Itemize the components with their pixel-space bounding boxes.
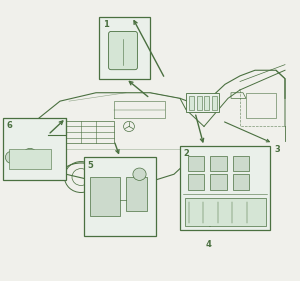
Bar (99, 17, 150, 79)
Circle shape (133, 168, 146, 180)
Bar (196, 96, 202, 110)
Text: 3: 3 (274, 145, 280, 154)
Text: 1: 1 (103, 20, 109, 29)
Circle shape (23, 148, 37, 161)
Text: 4: 4 (206, 240, 212, 249)
Bar (3, 118, 66, 180)
Bar (90, 177, 120, 216)
Text: 6: 6 (7, 121, 13, 130)
Bar (246, 93, 276, 118)
Bar (189, 96, 194, 110)
Circle shape (35, 154, 49, 166)
Bar (9, 149, 51, 169)
Bar (188, 174, 204, 190)
Bar (232, 174, 249, 190)
Text: 5: 5 (88, 161, 94, 170)
Bar (212, 96, 217, 110)
Bar (210, 156, 226, 171)
Bar (184, 198, 266, 226)
Bar (210, 174, 226, 190)
Bar (204, 96, 209, 110)
Bar (84, 157, 156, 236)
Text: 2: 2 (184, 149, 190, 158)
Bar (232, 156, 249, 171)
Bar (180, 146, 270, 230)
Bar (126, 177, 147, 211)
Bar (188, 156, 204, 171)
Circle shape (5, 151, 19, 164)
Bar (186, 93, 219, 112)
FancyBboxPatch shape (109, 31, 137, 70)
